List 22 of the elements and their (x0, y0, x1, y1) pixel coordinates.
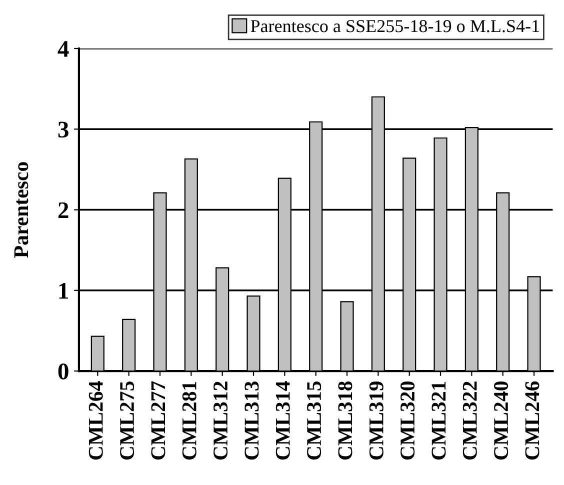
x-tick-label: CML314 (276, 381, 290, 460)
x-tick-label: CML240 (494, 382, 508, 460)
x-tick-label: CML318 (338, 381, 352, 460)
y-tick-label: 4 (58, 41, 69, 57)
x-tick-label: CML312 (214, 382, 228, 460)
y-tick-label: 1 (59, 283, 68, 299)
x-tick-label: CML321 (432, 382, 446, 460)
y-axis-title: Parentesco (14, 162, 28, 258)
x-tick-label: CML313 (244, 381, 259, 460)
y-tick-label: 0 (58, 364, 68, 380)
x-tick-label: CML264 (88, 381, 103, 460)
x-tick-label: CML281 (182, 382, 196, 460)
x-tick-label: CML275 (120, 382, 134, 460)
x-tick-label: CML322 (462, 382, 477, 460)
x-tick-label: CML246 (525, 381, 540, 460)
y-tick-label: 2 (58, 202, 68, 218)
legend-label: Parentesco a SSE255-18-19 o M.L.S4-1 (250, 20, 539, 32)
y-tick-label: 3 (58, 122, 68, 138)
x-tick-label: CML319 (369, 382, 384, 460)
x-tick-label: CML320 (400, 382, 415, 460)
x-tick-label: CML315 (307, 382, 322, 460)
x-tick-label: CML277 (151, 381, 166, 460)
